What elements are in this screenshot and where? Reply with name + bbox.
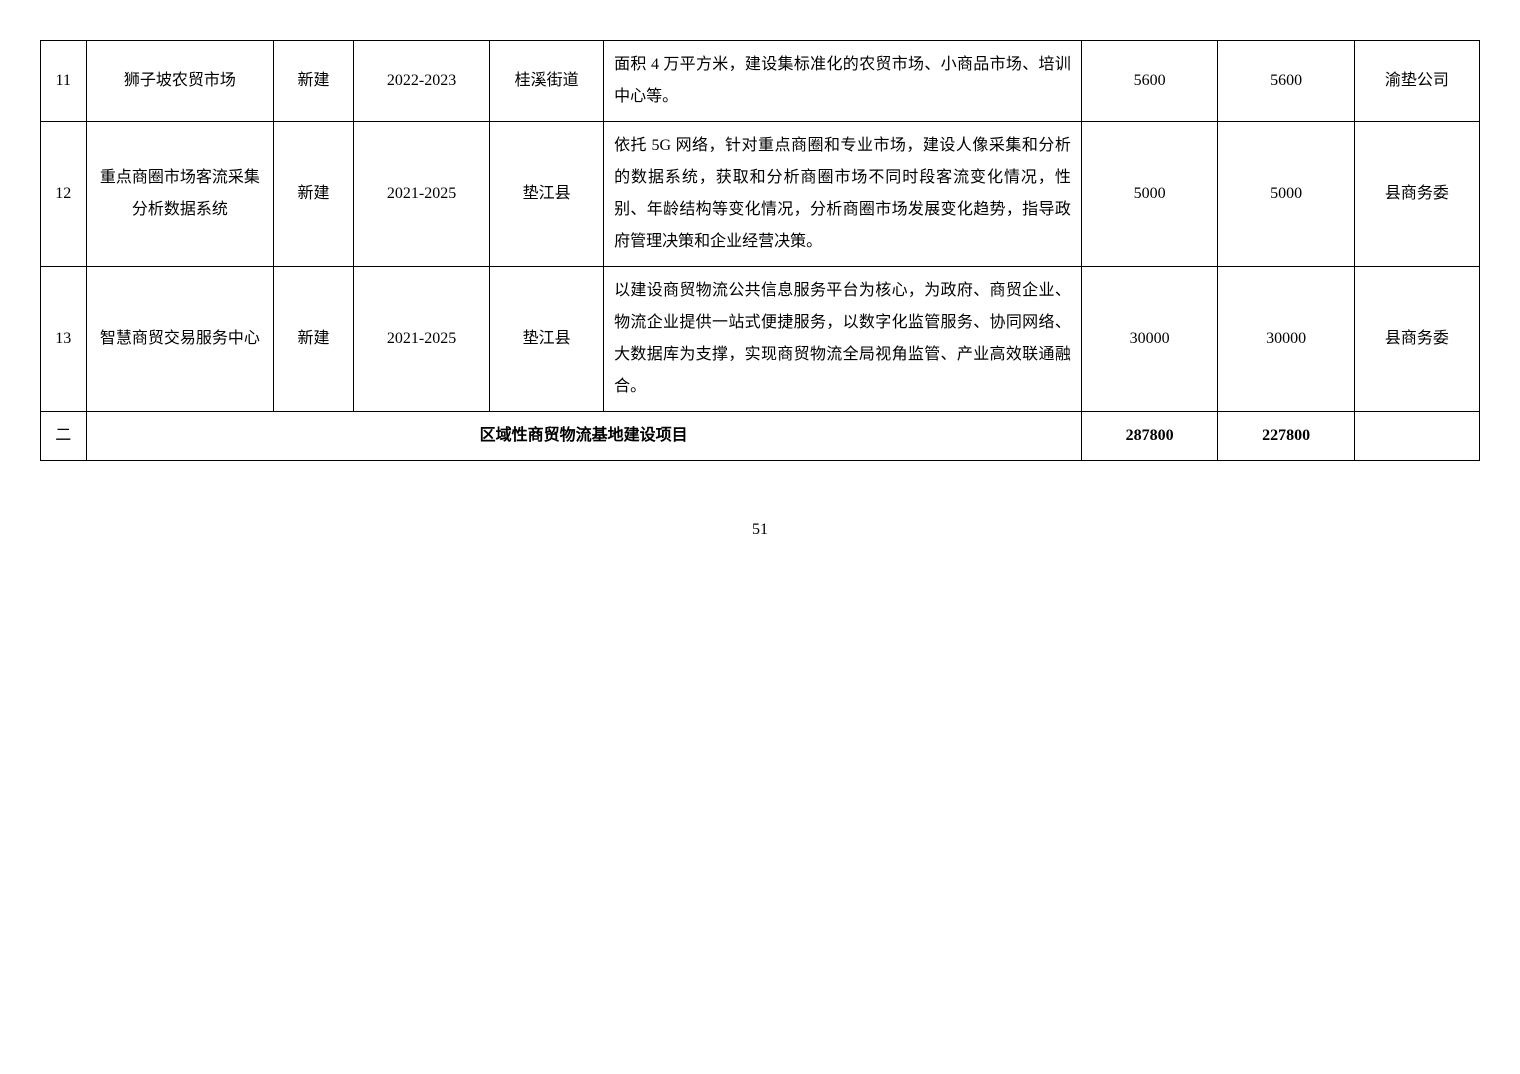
cell-period: 2021-2025 [353,267,490,412]
cell-owner: 渝垫公司 [1354,41,1479,122]
cell-num1: 30000 [1081,267,1218,412]
page-number: 51 [40,521,1480,539]
cell-num2: 5000 [1218,122,1355,267]
project-table: 11 狮子坡农贸市场 新建 2022-2023 桂溪街道 面积 4 万平方米，建… [40,40,1480,461]
section-title: 区域性商贸物流基地建设项目 [86,412,1081,461]
cell-idx: 11 [41,41,87,122]
table-row: 13 智慧商贸交易服务中心 新建 2021-2025 垫江县 以建设商贸物流公共… [41,267,1480,412]
cell-owner: 县商务委 [1354,122,1479,267]
cell-name: 智慧商贸交易服务中心 [86,267,274,412]
cell-type: 新建 [274,122,354,267]
cell-desc: 面积 4 万平方米，建设集标准化的农贸市场、小商品市场、培训中心等。 [604,41,1082,122]
cell-name: 狮子坡农贸市场 [86,41,274,122]
document-page: 11 狮子坡农贸市场 新建 2022-2023 桂溪街道 面积 4 万平方米，建… [40,40,1480,539]
cell-num1: 5600 [1081,41,1218,122]
cell-num2: 30000 [1218,267,1355,412]
cell-period: 2022-2023 [353,41,490,122]
cell-location: 垫江县 [490,122,604,267]
cell-name: 重点商圈市场客流采集分析数据系统 [86,122,274,267]
cell-num1: 5000 [1081,122,1218,267]
section-num1: 287800 [1081,412,1218,461]
cell-location: 桂溪街道 [490,41,604,122]
cell-desc: 以建设商贸物流公共信息服务平台为核心，为政府、商贸企业、物流企业提供一站式便捷服… [604,267,1082,412]
section-row: 二 区域性商贸物流基地建设项目 287800 227800 [41,412,1480,461]
cell-num2: 5600 [1218,41,1355,122]
cell-desc: 依托 5G 网络，针对重点商圈和专业市场，建设人像采集和分析的数据系统，获取和分… [604,122,1082,267]
table-row: 12 重点商圈市场客流采集分析数据系统 新建 2021-2025 垫江县 依托 … [41,122,1480,267]
cell-location: 垫江县 [490,267,604,412]
cell-owner: 县商务委 [1354,267,1479,412]
cell-type: 新建 [274,267,354,412]
section-num2: 227800 [1218,412,1355,461]
cell-period: 2021-2025 [353,122,490,267]
cell-type: 新建 [274,41,354,122]
table-row: 11 狮子坡农贸市场 新建 2022-2023 桂溪街道 面积 4 万平方米，建… [41,41,1480,122]
cell-idx: 12 [41,122,87,267]
cell-idx: 13 [41,267,87,412]
section-idx: 二 [41,412,87,461]
section-owner [1354,412,1479,461]
